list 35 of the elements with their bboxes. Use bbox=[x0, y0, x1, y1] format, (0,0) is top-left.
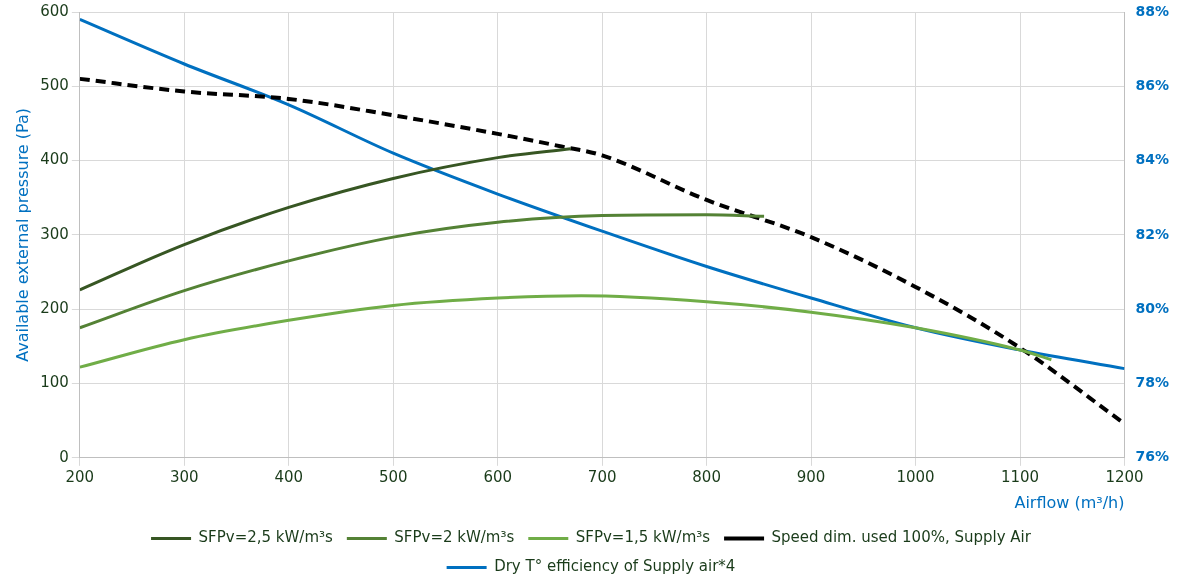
x-tick-label: 1000 bbox=[896, 467, 935, 486]
y-tick-label: 300 bbox=[40, 224, 69, 243]
x-tick-label: 500 bbox=[378, 467, 408, 486]
x-tick-label: 1200 bbox=[1105, 467, 1144, 486]
y2-tick-label: 82% bbox=[1135, 225, 1170, 242]
x-tick-label: 600 bbox=[483, 467, 513, 486]
x-tick-label: 900 bbox=[796, 467, 826, 486]
legend-label: Speed dim. used 100%, Supply Air bbox=[771, 528, 1032, 547]
y-tick-label: 400 bbox=[40, 150, 69, 169]
x-tick-label: 200 bbox=[65, 467, 95, 486]
line-series bbox=[79, 147, 573, 292]
y2-tick-label: 86% bbox=[1135, 76, 1170, 93]
legend-label: SFPv=1,5 kW/m³s bbox=[575, 528, 711, 547]
y-tick-label: 100 bbox=[40, 373, 69, 392]
y-tick-label: 0 bbox=[59, 447, 69, 466]
y2-tick-label: 78% bbox=[1135, 374, 1170, 391]
x-tick-label: 400 bbox=[274, 467, 304, 486]
y-tick-label: 600 bbox=[40, 1, 69, 20]
legend-label: Dry T° efficiency of Supply air*4 bbox=[494, 557, 736, 576]
legend-label: SFPv=2 kW/m³s bbox=[394, 528, 515, 547]
y-tick-label: 500 bbox=[40, 76, 69, 95]
x-tick-label: 800 bbox=[692, 467, 721, 486]
y2-tick-label: 76% bbox=[1135, 448, 1170, 465]
x-axis-title: Airflow (m³/h) bbox=[1014, 492, 1125, 512]
line-series bbox=[79, 213, 766, 330]
line-series bbox=[79, 294, 1053, 369]
x-tick-label: 300 bbox=[169, 467, 199, 486]
x-tick-label: 700 bbox=[587, 467, 617, 486]
y-axis-title: Available external pressure (Pa) bbox=[12, 107, 32, 362]
y2-tick-label: 88% bbox=[1135, 2, 1170, 19]
y2-tick-label: 80% bbox=[1135, 299, 1170, 316]
y-tick-label: 200 bbox=[40, 299, 69, 318]
x-tick-label: 1100 bbox=[1000, 467, 1040, 486]
legend-label: SFPv=2,5 kW/m³s bbox=[198, 528, 334, 547]
y2-tick-label: 84% bbox=[1135, 151, 1170, 168]
